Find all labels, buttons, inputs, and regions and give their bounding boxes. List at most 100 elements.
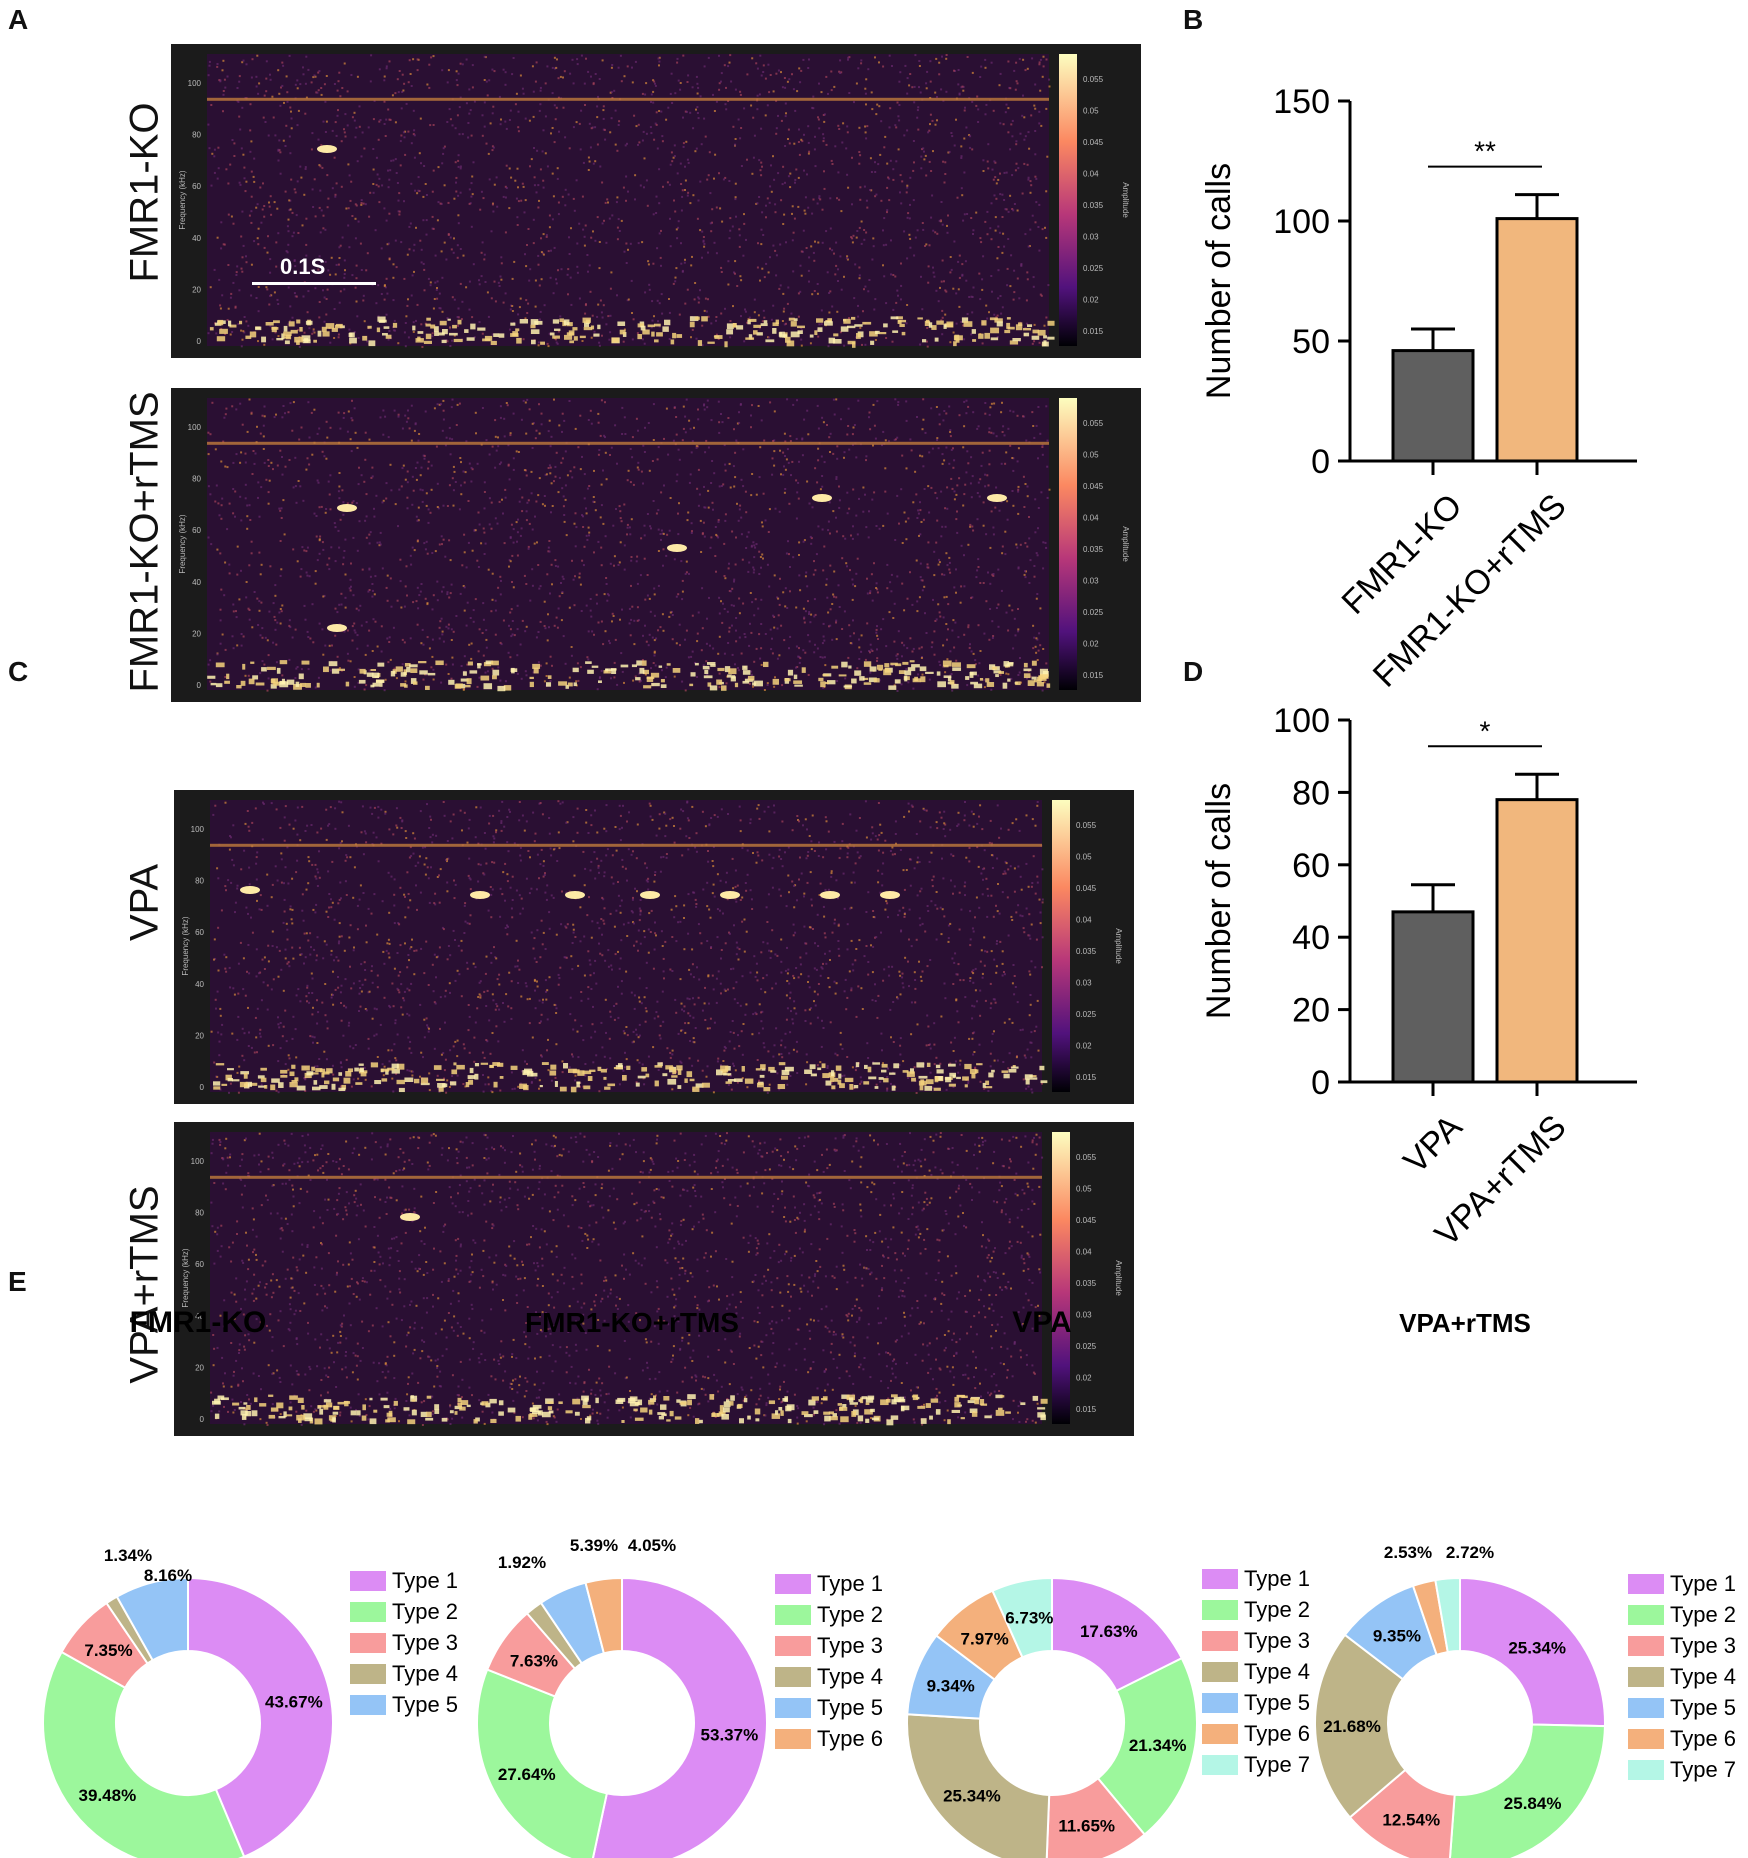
colorbar-tick: 0.045	[1083, 482, 1104, 491]
spectrogram-call	[987, 494, 1007, 502]
panel-letter-d: D	[1183, 656, 1204, 687]
spectrogram-ytick: 20	[192, 629, 201, 638]
spectrogram-call	[337, 504, 357, 512]
pie-slice-1	[1459, 1576, 1606, 1728]
legend-swatch	[1628, 1698, 1664, 1718]
spectrogram-ytick: 20	[195, 1363, 204, 1372]
colorbar-tick: 0.03	[1076, 979, 1092, 988]
pie-title: VPA+rTMS	[1399, 1308, 1531, 1338]
pie-value-label: 39.48%	[79, 1786, 137, 1805]
colorbar-tick: 0.025	[1076, 1010, 1097, 1019]
spectrogram-tone-line	[210, 843, 1042, 847]
colorbar-tick: 0.05	[1083, 451, 1099, 460]
spectrogram-noise	[210, 1132, 1044, 1426]
y-tick-label: 150	[1273, 83, 1330, 121]
colorbar-tick: 0.025	[1076, 1342, 1097, 1351]
colorbar-tick: 0.035	[1076, 1279, 1097, 1288]
spectrogram-ytick: 100	[191, 1157, 205, 1166]
legend-label: Type 6	[1670, 1726, 1736, 1751]
colorbar-tick: 0.05	[1076, 1185, 1092, 1194]
spectrogram-plot-area	[207, 398, 1049, 690]
spectrogram-tone-line	[210, 1175, 1042, 1179]
spectrogram-call	[240, 886, 260, 894]
spectrogram-ytick: 20	[195, 1031, 204, 1040]
pie-slice-4	[906, 1713, 1051, 1858]
pie-value-label: 2.53%	[1384, 1543, 1432, 1562]
significance-marker: **	[1474, 136, 1496, 167]
legend-swatch	[350, 1664, 386, 1684]
spectrogram-ytick: 100	[188, 79, 202, 88]
legend-label: Type 5	[392, 1692, 458, 1717]
colorbar-tick: 0.035	[1083, 201, 1104, 210]
panel-letter-c: C	[8, 656, 29, 687]
pie-value-label: 21.34%	[1129, 1736, 1187, 1755]
colorbar-tick: 0.02	[1083, 640, 1099, 649]
colorbar-tick: 0.045	[1076, 884, 1097, 893]
pie-value-label: 27.64%	[498, 1765, 556, 1784]
pie-value-label: 1.92%	[498, 1553, 546, 1572]
time-scale-bar	[252, 282, 376, 285]
colorbar-tick: 0.04	[1076, 916, 1092, 925]
pie-value-label: 25.34%	[943, 1786, 1001, 1805]
legend-swatch	[775, 1636, 811, 1656]
legend-label: Type 5	[817, 1695, 883, 1720]
legend-label: Type 1	[1670, 1571, 1736, 1596]
legend-swatch	[775, 1729, 811, 1749]
legend-swatch	[350, 1695, 386, 1715]
y-tick-label: 50	[1292, 323, 1330, 361]
donut-chart-fmr1ko-rtms: FMR1-KO+rTMS 53.37% 27.64% 7.63% 1.92% 5.39% 4…	[476, 1307, 883, 1858]
legend-swatch	[350, 1633, 386, 1653]
legend-swatch	[1202, 1569, 1238, 1589]
spectrogram-ylabel: Frequency (kHz)	[178, 170, 187, 229]
spectrogram-ytick: 60	[195, 928, 204, 937]
legend-swatch	[1202, 1662, 1238, 1682]
colorbar-tick: 0.015	[1076, 1405, 1097, 1414]
x-tick-label: FMR1-KO+rTMS	[1366, 487, 1574, 695]
colorbar-tick: 0.03	[1083, 233, 1099, 242]
legend-swatch	[1202, 1631, 1238, 1651]
colorbar-tick: 0.045	[1083, 138, 1104, 147]
bar-2	[1495, 217, 1579, 463]
bar-1	[1391, 910, 1475, 1084]
y-tick-label: 0	[1311, 1064, 1330, 1102]
spectrogram-ytick: 20	[192, 285, 201, 294]
pie-value-label: 25.84%	[1504, 1794, 1562, 1813]
y-axis-label: Number of calls	[1200, 783, 1238, 1019]
legend-label: Type 4	[1244, 1659, 1310, 1684]
pie-slice-5	[115, 1576, 189, 1662]
legend-swatch	[775, 1698, 811, 1718]
legend-swatch	[1202, 1693, 1238, 1713]
colorbar-tick: 0.04	[1083, 514, 1099, 523]
spectrogram-ytick: 40	[192, 578, 201, 587]
legend-label: Type 2	[392, 1599, 458, 1624]
colorbar-tick: 0.055	[1083, 419, 1104, 428]
spectrogram-ytick: 60	[192, 182, 201, 191]
spectrogram-ytick: 60	[195, 1260, 204, 1269]
spectrogram-colorbar	[1052, 800, 1070, 1092]
colorbar-tick: 0.015	[1076, 1073, 1097, 1082]
spectrogram-ytick: 80	[195, 1209, 204, 1218]
legend-swatch	[1202, 1724, 1238, 1744]
colorbar-tick: 0.015	[1083, 671, 1104, 680]
panel-letter-b: B	[1183, 4, 1204, 35]
legend-label: Type 2	[1244, 1597, 1310, 1622]
spectrogram-noise	[207, 398, 1051, 692]
spectrogram-low-band	[213, 1062, 1048, 1093]
bar-1	[1391, 349, 1475, 463]
y-tick-label: 100	[1273, 702, 1330, 740]
legend-label: Type 1	[392, 1568, 458, 1593]
pie-value-label: 17.63%	[1080, 1622, 1138, 1641]
spectrogram-call	[470, 891, 490, 899]
spectrogram-ytick: 80	[192, 475, 201, 484]
pie-slice-3	[1045, 1776, 1147, 1858]
colorbar-label: Amplitude	[1114, 928, 1123, 964]
spectrogram-fmr1ko-rtms: 100 80 60 40 20 0 Frequency (kHz) 0.055 0.05 0.04…	[171, 388, 1141, 702]
spectrogram-call	[565, 891, 585, 899]
pie-slice-2	[42, 1650, 246, 1858]
spectrogram-noise	[207, 54, 1051, 348]
colorbar-tick: 0.03	[1076, 1311, 1092, 1320]
panel-letter-e: E	[8, 1266, 27, 1297]
spectrogram-colorbar	[1052, 1132, 1070, 1424]
